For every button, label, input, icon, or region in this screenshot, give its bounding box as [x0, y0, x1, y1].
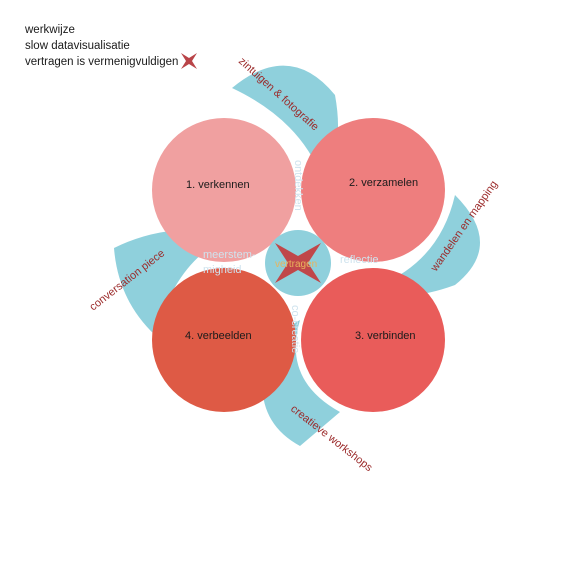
- circle-verzamelen: [301, 118, 445, 262]
- petal-left: [114, 229, 240, 335]
- label-vertragen: vertragen: [275, 259, 317, 270]
- label-co-creatie: co-creatie: [289, 305, 301, 353]
- label-meerstemmigheid-1: meerstem-: [203, 249, 256, 261]
- x-cross-icon: [181, 53, 197, 69]
- label-ontdekken: ontdekken: [292, 160, 304, 211]
- label-verbeelden: 4. verbeelden: [185, 330, 252, 342]
- petal-top-right: [232, 65, 339, 178]
- circle-verkennen: [152, 118, 296, 262]
- legend: werkwijze slow datavisualisatie vertrage…: [25, 22, 178, 70]
- core-cross-icon: [275, 243, 321, 283]
- label-meerstemmigheid-2: migheid: [203, 264, 242, 276]
- legend-subtitle: slow datavisualisatie: [25, 40, 130, 52]
- label-verzamelen: 2. verzamelen: [349, 177, 418, 189]
- label-reflectie: reflectie: [340, 254, 379, 266]
- circle-verbeelden: [152, 268, 296, 412]
- legend-motto: vertragen is vermenigvuldigen: [25, 56, 179, 68]
- petal-right: [380, 195, 480, 295]
- label-verkennen: 1. verkennen: [186, 179, 250, 191]
- circle-verbinden: [301, 268, 445, 412]
- legend-title: werkwijze: [25, 24, 75, 36]
- label-verbinden: 3. verbinden: [355, 330, 416, 342]
